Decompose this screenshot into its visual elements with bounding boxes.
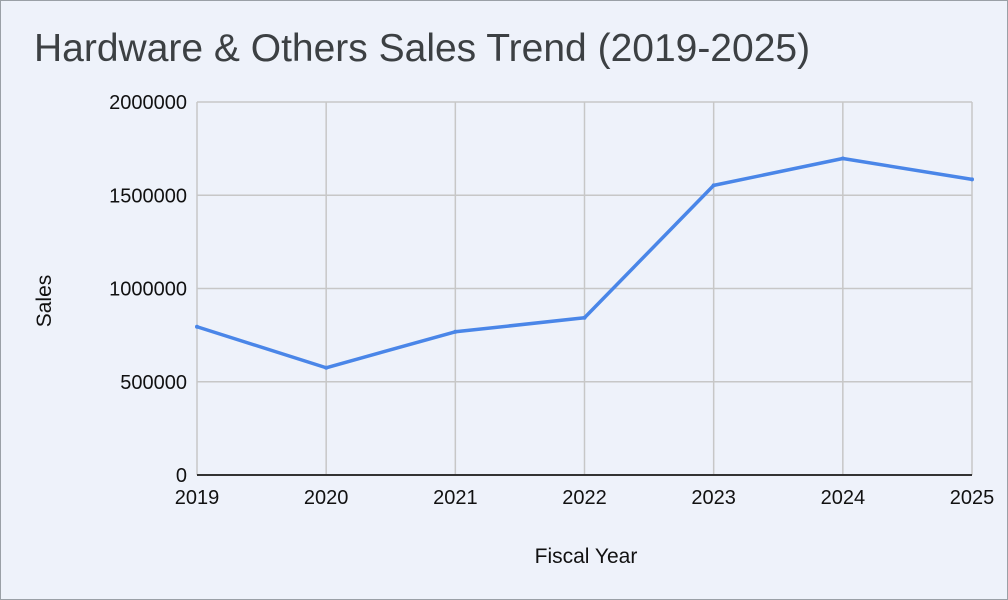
x-axis-title: Fiscal Year <box>534 545 638 568</box>
y-tick-label: 1500000 <box>109 185 187 207</box>
data-point <box>711 183 716 188</box>
y-tick-label: 500000 <box>120 372 187 394</box>
x-tick-label: 2019 <box>175 487 220 509</box>
x-tick-label: 2025 <box>950 487 995 509</box>
x-tick-label: 2024 <box>821 487 866 509</box>
x-tick-label: 2021 <box>433 487 478 509</box>
chart-title: Hardware & Others Sales Trend (2019-2025… <box>34 27 811 70</box>
y-tick-label: 0 <box>176 465 187 487</box>
x-tick-label: 2020 <box>304 487 349 509</box>
data-point <box>453 329 458 334</box>
data-point <box>970 177 974 182</box>
x-tick-label: 2022 <box>562 487 607 509</box>
data-point <box>840 156 845 161</box>
data-point <box>324 365 329 370</box>
data-point <box>582 315 587 320</box>
y-tick-label: 2000000 <box>109 92 187 114</box>
x-tick-label: 2023 <box>691 487 736 509</box>
data-point <box>195 324 199 329</box>
y-tick-label: 1000000 <box>109 279 187 301</box>
